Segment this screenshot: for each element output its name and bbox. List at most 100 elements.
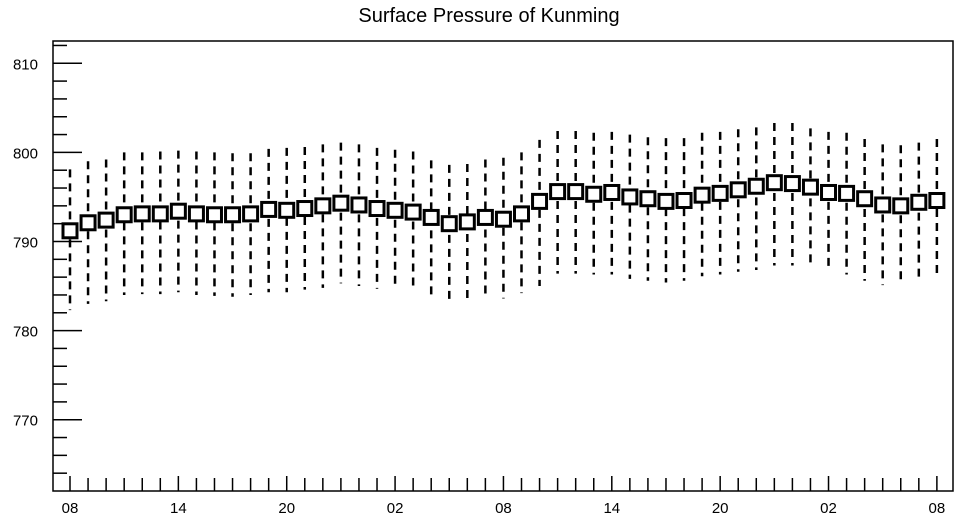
x-tick-label: 02 <box>820 500 837 517</box>
y-tick-label: 810 <box>13 56 38 73</box>
box-item <box>133 152 151 295</box>
box-item <box>187 151 205 295</box>
x-tick-label: 14 <box>603 500 620 517</box>
median-box <box>657 192 675 210</box>
box-marks <box>61 122 946 311</box>
box-item <box>260 148 278 293</box>
box-item <box>928 139 946 279</box>
median-box <box>549 183 567 201</box>
median-box <box>115 206 133 224</box>
chart-title: Surface Pressure of Kunming <box>358 5 619 27</box>
box-item <box>729 129 747 272</box>
median-box <box>278 201 296 219</box>
median-box <box>61 222 79 240</box>
x-tick-label: 14 <box>170 500 187 517</box>
median-box <box>314 197 332 215</box>
median-box <box>260 200 278 218</box>
box-item <box>314 144 332 288</box>
median-box <box>386 201 404 219</box>
median-box <box>332 194 350 212</box>
median-box <box>169 202 187 220</box>
box-item <box>747 127 765 271</box>
median-box <box>151 205 169 223</box>
box-item <box>639 137 657 281</box>
y-tick-label: 800 <box>13 145 38 162</box>
y-tick-label: 790 <box>13 234 38 251</box>
median-box <box>187 205 205 223</box>
box-item <box>278 147 296 293</box>
box-item <box>458 163 476 302</box>
median-box <box>205 206 223 224</box>
median-box <box>874 196 892 214</box>
median-box <box>440 215 458 233</box>
median-box <box>693 186 711 204</box>
median-box <box>224 206 242 224</box>
box-item <box>513 152 530 294</box>
median-box <box>747 177 765 195</box>
box-item <box>476 159 494 299</box>
box-item <box>874 144 892 286</box>
median-box <box>621 188 639 206</box>
box-item <box>892 145 910 286</box>
box-item <box>675 138 693 281</box>
plot-frame <box>52 40 954 492</box>
x-tick-label: 02 <box>387 500 404 517</box>
median-box <box>910 193 928 211</box>
median-box <box>567 183 585 201</box>
median-box <box>603 183 621 201</box>
median-box <box>79 214 97 232</box>
median-box <box>404 203 422 221</box>
median-box <box>368 200 386 218</box>
median-box <box>639 190 657 208</box>
median-box <box>97 211 115 229</box>
median-box <box>296 200 314 218</box>
x-tick-label: 08 <box>929 500 946 517</box>
box-item <box>693 132 711 277</box>
median-box <box>801 178 819 196</box>
box-item <box>585 132 603 275</box>
median-box <box>242 205 260 223</box>
x-tick-labels: 08 14 20 02 08 14 20 02 08 <box>62 500 946 517</box>
box-item <box>205 152 223 296</box>
box-item <box>838 132 856 275</box>
box-item <box>61 169 79 311</box>
box-item <box>151 151 169 295</box>
median-box <box>928 192 946 210</box>
box-item <box>603 131 621 275</box>
box-item <box>820 131 838 271</box>
median-box <box>513 205 530 223</box>
box-item <box>224 153 242 297</box>
median-box <box>494 210 512 228</box>
box-item <box>386 149 404 290</box>
box-item <box>169 150 187 293</box>
box-item <box>531 139 549 287</box>
median-box <box>585 185 603 203</box>
median-box <box>856 190 874 208</box>
median-box <box>133 205 151 223</box>
median-box <box>458 213 476 231</box>
median-box <box>838 184 856 202</box>
x-tick-label: 20 <box>278 500 295 517</box>
x-tick-label: 08 <box>62 500 79 517</box>
median-box <box>350 196 368 214</box>
box-item <box>567 131 585 274</box>
median-box <box>531 192 549 210</box>
box-item <box>783 122 801 266</box>
y-tick-label: 780 <box>13 324 38 341</box>
box-item <box>422 160 440 300</box>
box-item <box>621 134 639 279</box>
median-box <box>765 174 783 192</box>
median-box <box>783 175 801 193</box>
box-item <box>350 144 368 287</box>
x-tick-label: 08 <box>495 500 512 517</box>
box-item <box>494 157 512 299</box>
y-tick-label: 770 <box>13 413 38 430</box>
median-box <box>476 208 494 226</box>
box-item <box>242 153 260 295</box>
box-item <box>368 147 386 289</box>
median-box <box>729 181 747 199</box>
y-tick-labels: 770 780 790 800 810 <box>13 56 38 429</box>
box-item <box>549 131 567 274</box>
median-box <box>820 183 838 201</box>
